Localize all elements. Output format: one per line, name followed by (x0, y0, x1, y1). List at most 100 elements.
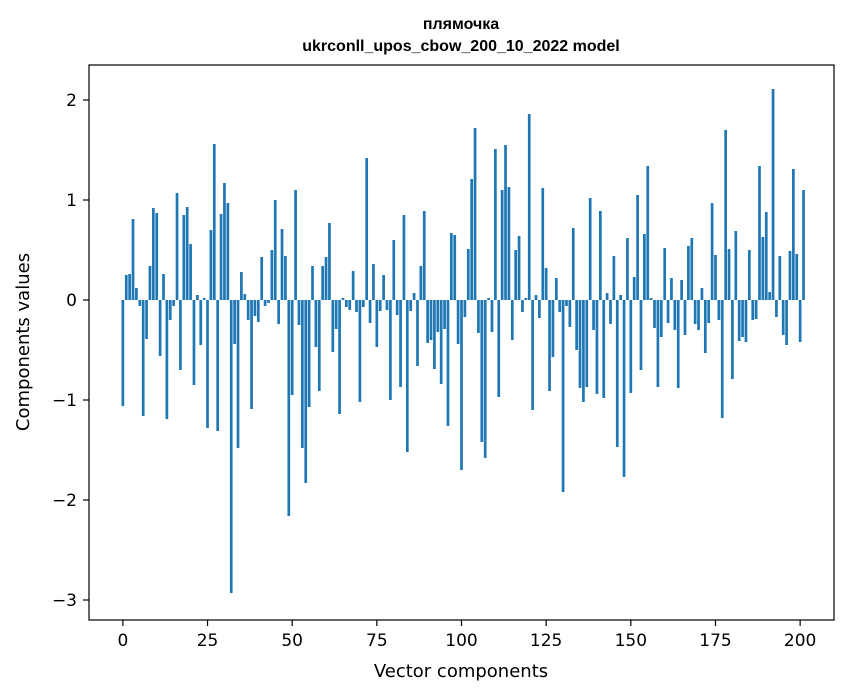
bar-185 (747, 250, 751, 300)
bar-136 (582, 300, 585, 402)
bar-114 (507, 187, 511, 300)
bar-199 (795, 254, 799, 300)
bar-74 (372, 264, 375, 300)
bar-84 (405, 300, 409, 452)
bar-123 (538, 300, 541, 318)
x-tick-label: 0 (117, 631, 128, 651)
x-tick-label: 75 (366, 631, 388, 651)
bar-79 (389, 300, 392, 400)
bar-58 (317, 300, 321, 391)
bar-10 (155, 213, 159, 300)
bar-1 (124, 275, 128, 300)
y-tick-label: −3 (52, 591, 77, 611)
bar-148 (622, 300, 626, 477)
y-tick-label: −2 (52, 491, 77, 511)
bar-60 (324, 257, 328, 300)
bar-87 (416, 300, 419, 366)
bar-19 (185, 207, 189, 300)
bar-183 (741, 300, 744, 337)
bar-178 (724, 130, 727, 300)
bar-8 (148, 266, 152, 300)
bar-189 (761, 237, 765, 300)
bar-167 (687, 246, 690, 300)
bar-197 (788, 251, 792, 300)
bar-29 (219, 214, 223, 300)
bar-196 (785, 300, 788, 345)
bar-50 (290, 300, 294, 395)
x-tick-label: 50 (281, 631, 303, 651)
bar-180 (731, 300, 734, 379)
bar-82 (399, 300, 402, 387)
bar-94 (439, 300, 443, 384)
bar-177 (720, 300, 724, 418)
bar-65 (341, 298, 345, 300)
bar-124 (541, 188, 545, 300)
bar-26 (209, 230, 213, 300)
bar-67 (348, 300, 352, 310)
bar-31 (226, 203, 230, 300)
bar-132 (568, 300, 572, 327)
bar-190 (764, 212, 768, 300)
bar-108 (487, 298, 490, 300)
bar-171 (700, 288, 704, 300)
bar-125 (544, 268, 548, 300)
y-tick-label: 0 (66, 291, 77, 311)
bar-117 (517, 236, 521, 300)
bar-110 (494, 149, 497, 300)
bar-61 (328, 223, 331, 300)
bar-28 (216, 300, 220, 431)
bar-146 (615, 300, 619, 447)
bar-121 (531, 300, 534, 410)
bar-54 (304, 300, 308, 483)
y-axis-label: Components values (13, 253, 34, 431)
bar-88 (419, 266, 423, 300)
bar-44 (270, 250, 274, 300)
bar-98 (453, 235, 457, 300)
bar-153 (639, 300, 643, 370)
bar-57 (314, 300, 318, 347)
bar-0 (121, 300, 125, 406)
bar-56 (311, 266, 314, 300)
bars-group (121, 89, 805, 593)
bar-165 (680, 280, 683, 300)
bar-46 (277, 300, 280, 324)
bar-52 (297, 300, 301, 325)
x-tick-label: 125 (530, 631, 562, 651)
bar-90 (426, 300, 429, 343)
bar-23 (199, 300, 203, 345)
bar-151 (632, 277, 636, 300)
bar-100 (460, 300, 463, 470)
bar-86 (412, 293, 416, 300)
bar-139 (592, 300, 595, 330)
bar-149 (626, 238, 629, 300)
bar-181 (734, 231, 738, 300)
bar-152 (636, 195, 639, 300)
bar-170 (697, 300, 700, 330)
bar-42 (263, 300, 267, 306)
bar-179 (727, 249, 731, 300)
bar-15 (172, 300, 176, 306)
bar-129 (558, 300, 562, 312)
bar-55 (307, 300, 311, 407)
bar-25 (206, 300, 209, 428)
bar-104 (473, 128, 477, 300)
bar-34 (236, 300, 240, 448)
bar-158 (656, 300, 660, 387)
bar-21 (192, 300, 196, 385)
bar-75 (375, 300, 379, 347)
bar-4 (135, 288, 138, 300)
bar-119 (524, 298, 528, 300)
bar-16 (175, 193, 179, 300)
bar-131 (565, 300, 568, 306)
bar-106 (480, 300, 484, 442)
bar-45 (273, 200, 277, 300)
bar-140 (595, 300, 599, 394)
bar-41 (260, 257, 264, 300)
bar-105 (477, 300, 480, 333)
bar-2 (128, 274, 131, 300)
bar-63 (334, 300, 338, 329)
bar-182 (737, 300, 741, 341)
bar-118 (521, 300, 524, 312)
bar-134 (575, 300, 578, 350)
bar-157 (653, 300, 656, 328)
